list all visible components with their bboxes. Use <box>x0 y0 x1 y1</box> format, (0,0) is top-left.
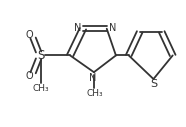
Text: O: O <box>26 30 34 40</box>
Text: CH₃: CH₃ <box>86 89 103 98</box>
Text: CH₃: CH₃ <box>33 84 49 93</box>
Text: S: S <box>150 79 157 89</box>
Text: N: N <box>109 23 116 33</box>
Text: S: S <box>37 49 44 62</box>
Text: N: N <box>89 73 97 83</box>
Text: O: O <box>26 71 34 81</box>
Text: N: N <box>74 23 81 33</box>
